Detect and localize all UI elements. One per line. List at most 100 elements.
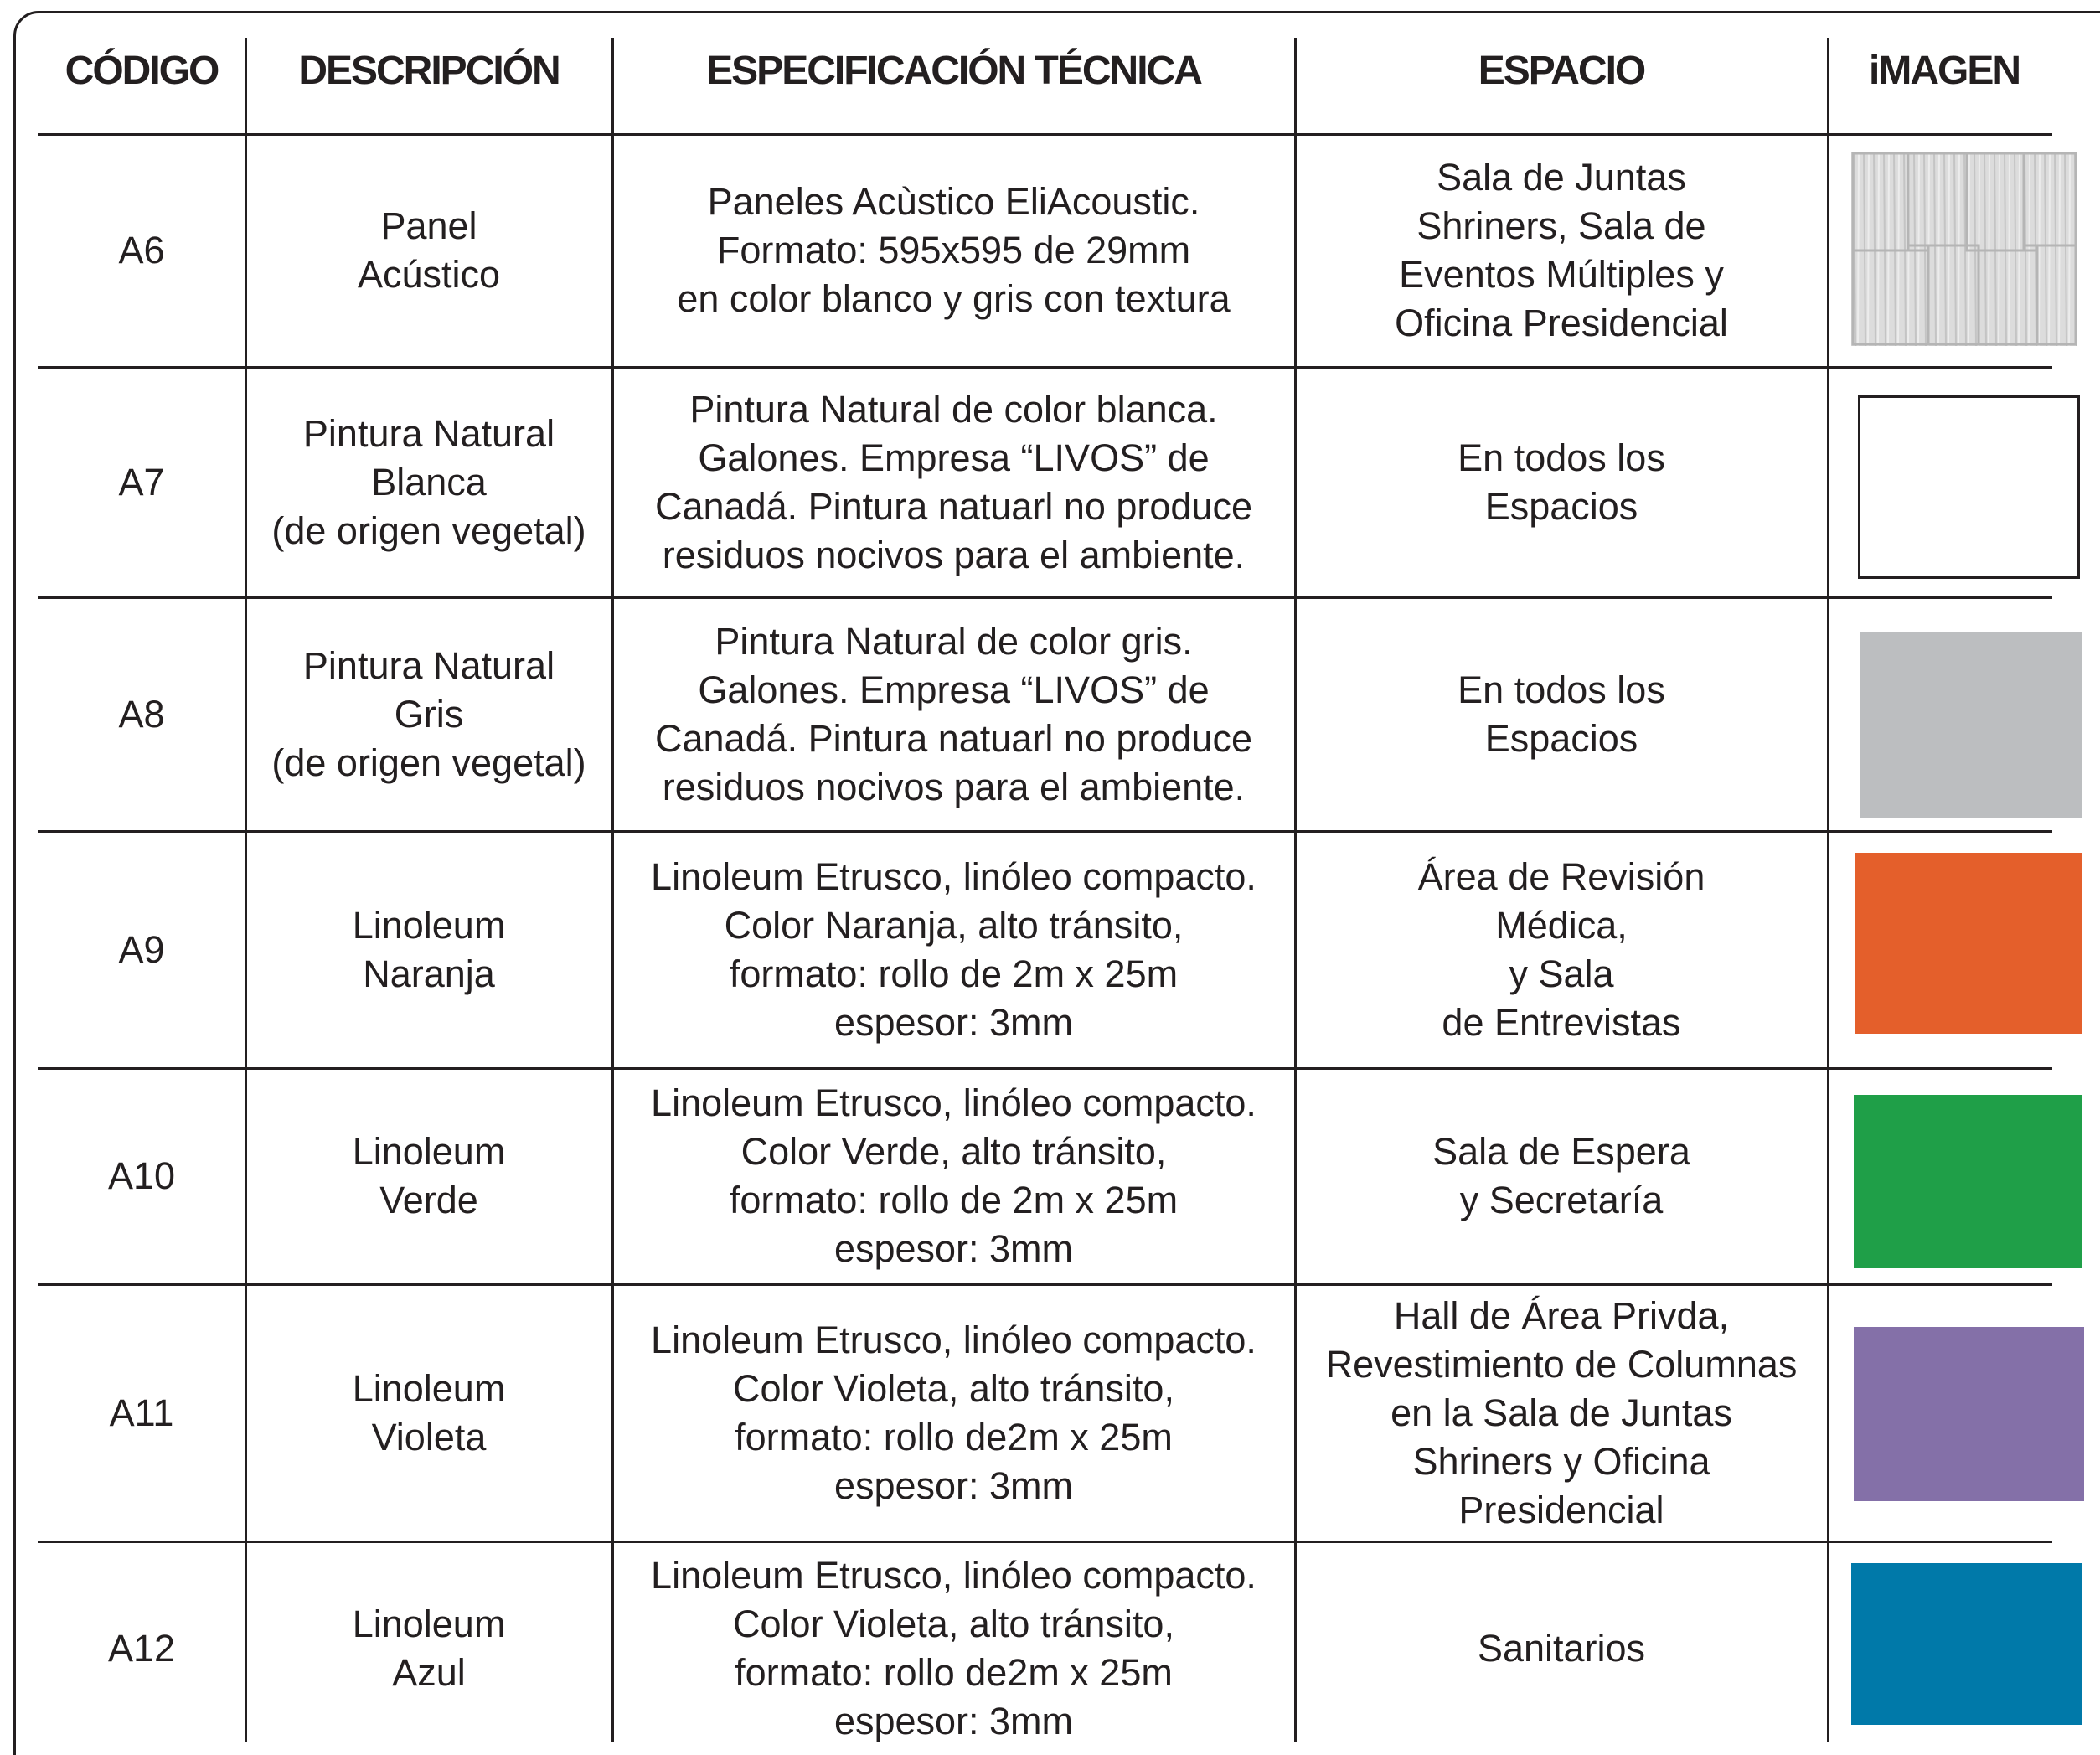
cell-text: Paneles Acùstico EliAcoustic. xyxy=(707,180,1200,223)
column-header: ESPACIO xyxy=(1295,25,1828,117)
cell-text: A9 xyxy=(118,927,165,971)
cell-text: Sanitarios xyxy=(1477,1626,1646,1670)
cell-text: Color Violeta, alto tránsito, xyxy=(733,1366,1174,1410)
table-cell: Linoleum Etrusco, linóleo compacto. Color… xyxy=(612,1284,1295,1541)
cell-text: Oficina Presidencial xyxy=(1395,302,1728,344)
column-header: ESPECIFICACIÓN TÉCNICA xyxy=(612,25,1295,117)
cell-text: Color Verde, alto tránsito, xyxy=(740,1130,1167,1173)
column-divider xyxy=(611,38,614,1742)
table-cell: Linoleum Naranja xyxy=(245,831,612,1068)
cell-text: Verde xyxy=(379,1179,478,1221)
cell-text: Gris xyxy=(394,692,464,736)
column-divider xyxy=(1827,38,1829,1742)
row-divider xyxy=(38,366,2052,369)
cell-text: A6 xyxy=(118,229,165,271)
row-divider xyxy=(38,1541,2052,1543)
cell-text: espesor: 3mm xyxy=(833,1227,1074,1270)
table-cell: Paneles Acùstico EliAcoustic. Formato: 59… xyxy=(612,134,1295,367)
cell-text: Galones. Empresa “LIVOS” de xyxy=(698,436,1210,479)
cell-text: iMAGEN xyxy=(1869,49,2021,93)
cell-text: A8 xyxy=(118,692,165,736)
cell-text: de Entrevistas xyxy=(1442,1000,1681,1044)
table-cell: Linoleum Etrusco, linóleo compacto. Color… xyxy=(612,831,1295,1068)
cell-text: Pintura Natural de color blanca. xyxy=(689,387,1218,431)
violet-linoleum-image xyxy=(1854,1327,2084,1501)
cell-text: Blanca xyxy=(371,460,487,503)
cell-text: Eventos Múltiples y xyxy=(1399,253,1724,296)
cell-text: (de origen vegetal) xyxy=(271,508,586,552)
cell-text: CÓDIGO xyxy=(64,49,220,93)
cell-text: en la Sala de Juntas xyxy=(1391,1391,1732,1434)
table-cell: Panel Acústico xyxy=(245,134,612,367)
cell-text: A10 xyxy=(107,1154,176,1197)
cell-text: Color Naranja, alto tránsito, xyxy=(724,903,1184,947)
cell-text: Canadá. Pintura natuarl no produce xyxy=(655,716,1252,760)
cell-text: Presidencial xyxy=(1458,1488,1664,1531)
cell-text: Panel xyxy=(380,204,477,247)
table-cell: A7 xyxy=(38,367,245,597)
cell-text: Shriners y Oficina xyxy=(1412,1439,1710,1483)
cell-text: formato: rollo de 2m x 25m xyxy=(729,952,1179,995)
cell-text: Área de Revisión xyxy=(1417,854,1705,898)
table-cell: Sala de Espera y Secretaría xyxy=(1295,1068,1828,1284)
acoustic-panel-image xyxy=(1851,152,2077,346)
cell-text: formato: rollo de 2m x 25m xyxy=(729,1179,1179,1221)
frame xyxy=(13,11,2100,1755)
table-cell: Pintura Natural Blanca (de origen vegetal) xyxy=(245,367,612,597)
table-cell: A11 xyxy=(38,1284,245,1541)
cell-text: espesor: 3mm xyxy=(833,1000,1074,1044)
gray-paint-image xyxy=(1860,632,2082,818)
cell-text: Linoleum xyxy=(352,1602,506,1645)
cell-text: Linoleum Etrusco, linóleo compacto. xyxy=(651,1081,1256,1124)
cell-text: espesor: 3mm xyxy=(833,1699,1074,1742)
cell-text: En todos los xyxy=(1458,668,1665,711)
cell-text: y Sala xyxy=(1509,952,1614,995)
cell-text: Pintura Natural xyxy=(302,643,555,687)
table-cell: Linoleum Etrusco, linóleo compacto. Color… xyxy=(612,1068,1295,1284)
cell-text: Revestimiento de Columnas xyxy=(1325,1342,1798,1386)
row-divider xyxy=(38,1067,2052,1070)
cell-text: espesor: 3mm xyxy=(833,1463,1074,1507)
cell-text: y Secretaría xyxy=(1459,1179,1664,1221)
green-linoleum-image xyxy=(1854,1095,2082,1268)
cell-text: ESPECIFICACIÓN TÉCNICA xyxy=(706,49,1203,93)
cell-text: Espacios xyxy=(1484,484,1638,528)
row-divider xyxy=(38,1283,2052,1286)
column-header: DESCRIPCIÓN xyxy=(245,25,612,117)
table-cell: Hall de Área Privda, Revestimiento de Col… xyxy=(1295,1284,1828,1541)
table-cell: Linoleum Violeta xyxy=(245,1284,612,1541)
cell-text: (de origen vegetal) xyxy=(271,741,586,784)
table-cell: Área de Revisión Médica, y Sala de Entrevis… xyxy=(1295,831,1828,1068)
table-cell: A6 xyxy=(38,134,245,367)
row-divider xyxy=(38,830,2052,833)
column-header: iMAGEN xyxy=(1828,25,2061,117)
cell-text: Linoleum xyxy=(352,903,506,947)
cell-text: Azul xyxy=(392,1650,466,1694)
cell-text: Formato: 595x595 de 29mm xyxy=(716,229,1191,271)
row-divider xyxy=(38,133,2052,136)
cell-text: Color Violeta, alto tránsito, xyxy=(733,1602,1174,1645)
table-cell: A8 xyxy=(38,597,245,831)
cell-text: Acústico xyxy=(357,253,501,296)
row-divider xyxy=(38,596,2052,599)
cell-text: Galones. Empresa “LIVOS” de xyxy=(698,668,1210,711)
cell-text: Linoleum Etrusco, linóleo compacto. xyxy=(651,1553,1256,1597)
table-cell: Pintura Natural de color blanca. Galones.… xyxy=(612,367,1295,597)
cell-text: Espacios xyxy=(1484,716,1638,760)
cell-text: Linoleum xyxy=(352,1130,506,1173)
cell-text: Sala de Juntas xyxy=(1437,156,1686,199)
cell-text: Shriners, Sala de xyxy=(1416,204,1706,247)
cell-text: formato: rollo de2m x 25m xyxy=(735,1650,1173,1694)
table-cell: En todos los Espacios xyxy=(1295,597,1828,831)
cell-text: Médica, xyxy=(1495,903,1628,947)
cell-text: Naranja xyxy=(363,952,495,995)
cell-text: residuos nocivos para el ambiente. xyxy=(662,765,1246,808)
column-header: CÓDIGO xyxy=(38,25,245,117)
cell-text: ESPACIO xyxy=(1478,49,1646,93)
table-cell: Pintura Natural de color gris. Galones. E… xyxy=(612,597,1295,831)
cell-text: Pintura Natural xyxy=(302,411,555,455)
table-cell: En todos los Espacios xyxy=(1295,367,1828,597)
cell-text: Linoleum Etrusco, linóleo compacto. xyxy=(651,854,1256,898)
cell-text: Linoleum xyxy=(352,1366,506,1410)
